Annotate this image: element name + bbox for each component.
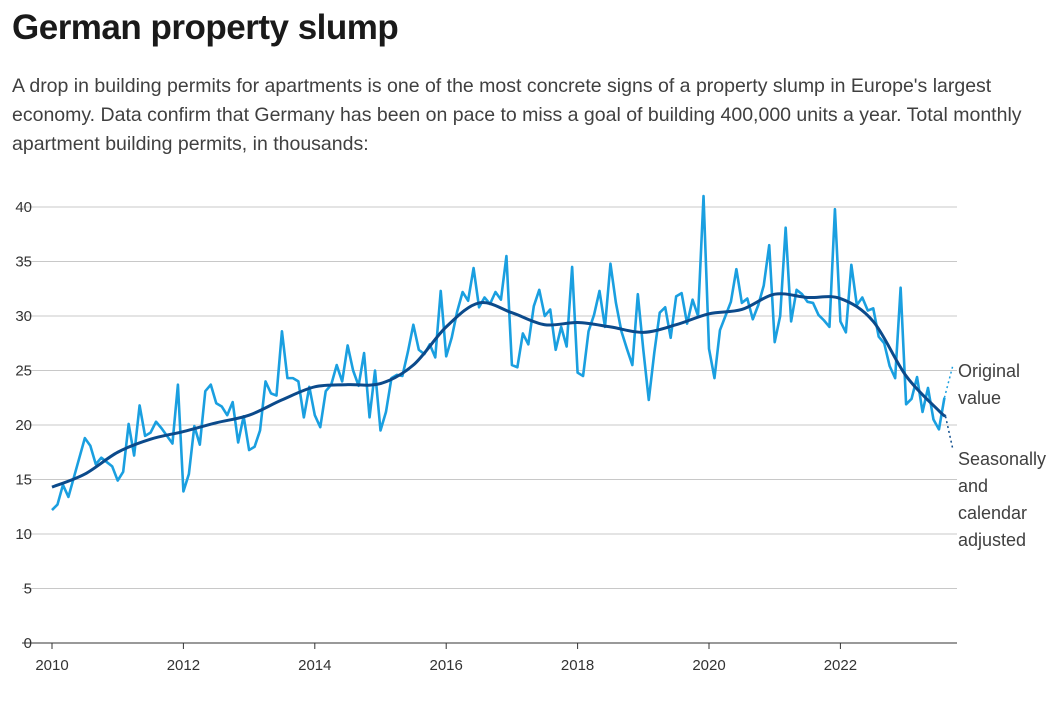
chart-title: German property slump (12, 8, 399, 47)
x-tick-label: 2010 (35, 657, 68, 674)
original-label-leader (943, 364, 954, 398)
original-value-label: value (958, 388, 1001, 408)
y-tick-label: 20 (15, 417, 32, 434)
x-tick-label: 2012 (167, 657, 200, 674)
x-tick-label: 2014 (298, 657, 331, 674)
y-tick-label: 40 (15, 199, 32, 216)
y-tick-label: 35 (15, 254, 32, 271)
y-tick-label: 10 (15, 526, 32, 543)
y-tick-label: 15 (15, 472, 32, 489)
original-value-label: Original (958, 361, 1020, 381)
y-tick-label: 25 (15, 363, 32, 380)
x-tick-label: 2018 (561, 657, 594, 674)
adjusted-label: Seasonally (958, 449, 1046, 469)
chart-subtitle: A drop in building permits for apartment… (12, 75, 1022, 155)
y-tick-label: 5 (24, 581, 32, 598)
x-tick-label: 2022 (824, 657, 857, 674)
y-tick-label: 0 (24, 635, 32, 652)
original-value-line (51, 194, 946, 511)
y-tick-label: 30 (15, 308, 32, 325)
x-tick-label: 2020 (692, 657, 725, 674)
adjusted-label-leader (944, 416, 954, 451)
x-tick-label: 2016 (430, 657, 463, 674)
seasonally-adjusted-line (51, 292, 947, 489)
adjusted-label: calendar (958, 503, 1027, 523)
adjusted-label: adjusted (958, 530, 1026, 550)
adjusted-label: and (958, 476, 988, 496)
